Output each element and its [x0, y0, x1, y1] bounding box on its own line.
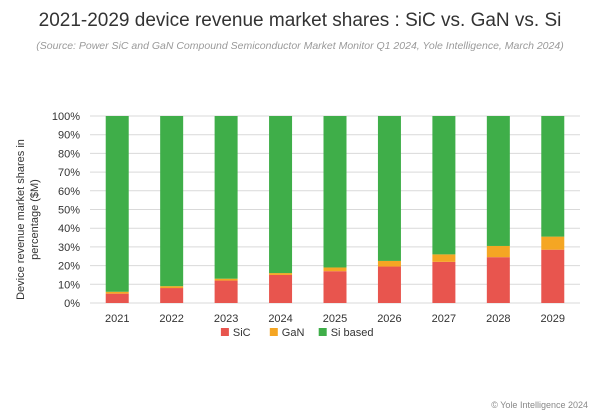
- y-tick-label: 30%: [58, 242, 80, 254]
- bar-si-based-2023: [214, 116, 238, 279]
- x-tick-label: 2026: [377, 313, 401, 325]
- chart-subtitle: (Source: Power SiC and GaN Compound Semi…: [36, 40, 564, 52]
- bar-gan-2022: [160, 286, 184, 289]
- y-tick-label: 50%: [58, 205, 80, 217]
- bar-sic-2027: [432, 261, 456, 303]
- legend-swatch-si-based: [318, 328, 327, 336]
- bar-sic-2028: [486, 257, 510, 303]
- y-tick-label: 100%: [52, 111, 80, 123]
- y-tick-label: 10%: [58, 279, 80, 291]
- y-tick-label: 0%: [64, 298, 80, 310]
- y-tick-label: 40%: [58, 223, 80, 235]
- legend-label: SiC: [233, 327, 251, 339]
- bar-si-based-2022: [160, 116, 184, 287]
- y-axis-label-line: Device revenue market shares in: [15, 139, 27, 300]
- y-tick-label: 90%: [58, 130, 80, 142]
- y-tick-label: 70%: [58, 167, 80, 179]
- x-tick-label: 2021: [105, 313, 129, 325]
- y-axis-label: Device revenue market shares in percentag…: [15, 139, 41, 300]
- bar-sic-2026: [377, 266, 401, 303]
- bar-gan-2025: [323, 267, 347, 272]
- bar-si-based-2025: [323, 116, 347, 268]
- bar-sic-2025: [323, 271, 347, 303]
- bar-gan-2021: [105, 291, 129, 294]
- bar-gan-2026: [377, 260, 401, 267]
- bar-si-based-2029: [541, 116, 565, 237]
- bar-gan-2029: [541, 236, 565, 250]
- bar-gan-2028: [486, 245, 510, 258]
- bar-gan-2027: [432, 254, 456, 262]
- x-tick-label: 2027: [432, 313, 456, 325]
- bar-si-based-2024: [269, 116, 293, 274]
- y-axis-label-line: percentage ($M): [29, 179, 41, 260]
- y-tick-label: 60%: [58, 186, 80, 198]
- chart-title: 2021-2029 device revenue market shares :…: [38, 10, 562, 31]
- legend-swatch-sic: [220, 328, 229, 336]
- x-tick-label: 2029: [541, 313, 565, 325]
- legend-label: Si based: [331, 327, 374, 339]
- bar-sic-2029: [541, 249, 565, 303]
- x-tick-label: 2024: [268, 313, 292, 325]
- bar-si-based-2027: [432, 116, 456, 255]
- bar-si-based-2021: [105, 116, 129, 292]
- bar-sic-2023: [214, 280, 238, 303]
- x-tick-label: 2025: [323, 313, 347, 325]
- y-tick-label: 80%: [58, 148, 80, 160]
- bar-gan-2023: [214, 278, 238, 281]
- bar-sic-2021: [105, 293, 129, 303]
- bar-si-based-2028: [486, 116, 510, 246]
- x-tick-label: 2028: [486, 313, 510, 325]
- bar-si-based-2026: [377, 116, 401, 261]
- copyright-footer: © Yole Intelligence 2024: [491, 400, 588, 410]
- bar-sic-2024: [269, 274, 293, 303]
- x-tick-label: 2022: [159, 313, 183, 325]
- y-tick-label: 20%: [58, 261, 80, 273]
- legend-swatch-gan: [269, 328, 278, 336]
- legend-label: GaN: [282, 327, 305, 339]
- bar-gan-2024: [269, 273, 293, 275]
- x-tick-label: 2023: [214, 313, 238, 325]
- bar-sic-2022: [160, 288, 184, 303]
